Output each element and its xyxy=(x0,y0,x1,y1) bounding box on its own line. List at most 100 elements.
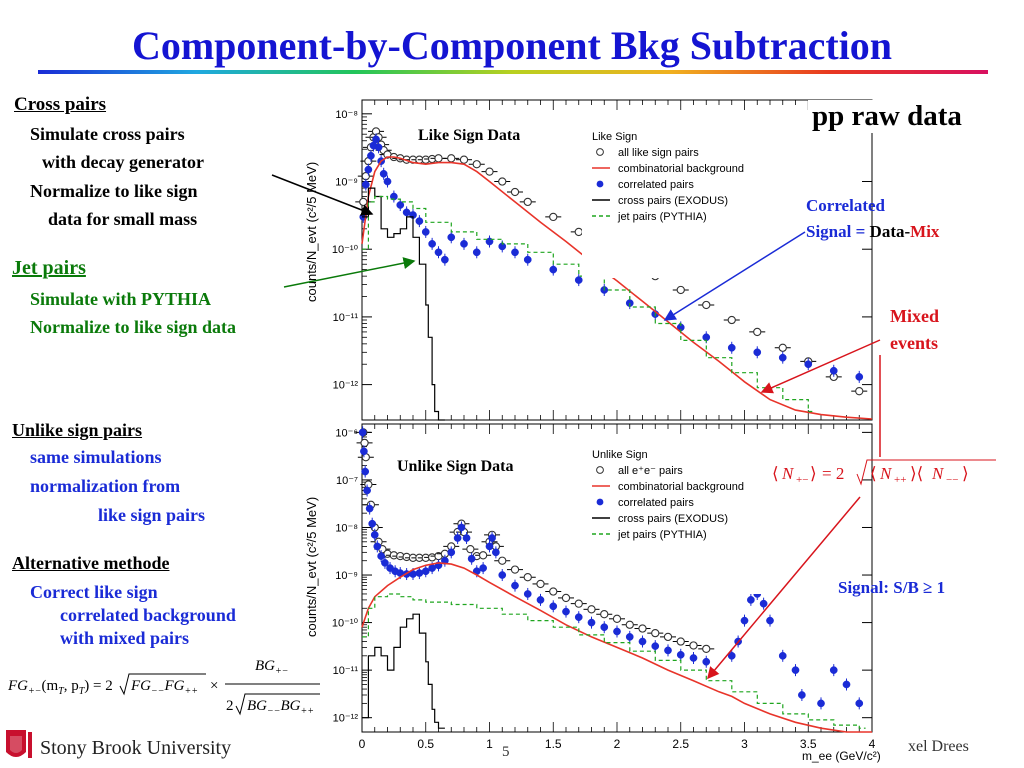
all-pairs-point xyxy=(536,579,545,589)
correlated-pairs-point xyxy=(798,691,806,699)
correlated-pairs-point xyxy=(804,360,813,369)
correlated-pairs-point xyxy=(523,255,532,264)
alternative-line-1: Correct like sign xyxy=(30,582,158,602)
svg-text:⟨: ⟨ xyxy=(870,464,877,483)
correlated-pairs-point xyxy=(361,180,370,189)
correlated-pairs-point xyxy=(364,165,373,174)
correlated-pairs-point xyxy=(574,276,583,284)
correlated-pairs-point xyxy=(390,192,398,201)
svg-text:BG+−: BG+− xyxy=(255,658,289,677)
bottom-y-tick-label: 10⁻⁸ xyxy=(335,522,358,534)
x-tick-label: 4 xyxy=(869,737,876,751)
x-tick-label: 0.5 xyxy=(417,737,434,751)
slide-title: Component-by-Component Bkg Subtraction xyxy=(131,23,893,68)
all-pairs-point xyxy=(498,177,507,186)
correlated-pairs-point xyxy=(368,519,377,528)
all-pairs-point xyxy=(638,624,647,633)
series-cross-pairs-histogram xyxy=(362,613,445,729)
legend-swatch-correlated xyxy=(596,498,604,506)
alternative-line-2: correlated background xyxy=(60,605,236,625)
correlated-pairs-point xyxy=(457,523,466,532)
unlike-line-2: normalization from xyxy=(30,476,181,496)
stony-brook-logo: Stony Brook University xyxy=(6,730,231,759)
correlated-pairs-point xyxy=(472,248,481,257)
correlated-pairs-point xyxy=(462,534,471,542)
correlated-pairs-point xyxy=(759,599,768,608)
correlated-pairs-point xyxy=(360,447,368,456)
svg-text:+−: +− xyxy=(796,474,808,486)
svg-text:BG−−BG++: BG−−BG++ xyxy=(247,698,314,717)
all-pairs-point xyxy=(523,197,532,207)
correlated-pairs-point xyxy=(651,642,660,650)
x-tick-label: 2.5 xyxy=(672,737,689,751)
correlated-pairs-point xyxy=(549,602,558,611)
mixed-events-label-2: events xyxy=(890,333,938,353)
legend-entry: cross pairs (EXODUS) xyxy=(618,195,728,207)
bottom-y-tick-label: 10⁻⁶ xyxy=(335,427,358,439)
all-pairs-point xyxy=(651,628,660,638)
x-tick-label: 1 xyxy=(486,737,493,751)
bottom-legend: Unlike Sign all e⁺e⁻ pairs combinatorial b… xyxy=(592,449,744,541)
top-legend-bg xyxy=(582,128,802,278)
like-unlike-plot: counts/N_evt (c²/5 MeV) 10⁻⁸10⁻⁹10⁻¹⁰10⁻… xyxy=(304,99,880,763)
all-pairs-point xyxy=(727,315,736,325)
unlike-line-1: same simulations xyxy=(30,447,162,467)
svg-text:⟩⟨: ⟩⟨ xyxy=(910,464,923,483)
correlated-arrow xyxy=(663,231,806,321)
correlated-pairs-point xyxy=(791,666,800,674)
correlated-pairs-point xyxy=(441,556,449,565)
legend-entry: jet pairs (PYTHIA) xyxy=(617,529,707,541)
legend-entry: all like sign pairs xyxy=(618,147,699,159)
correlated-pairs-point xyxy=(523,590,532,598)
correlated-pairs-point xyxy=(817,699,825,708)
correlated-pairs-point xyxy=(549,265,558,274)
correlated-pairs-point xyxy=(829,366,838,375)
svg-text:FG−−FG++: FG−−FG++ xyxy=(130,678,198,697)
legend-entry: correlated pairs xyxy=(618,179,694,191)
cross-pairs-arrow xyxy=(271,174,374,216)
all-pairs-point xyxy=(612,614,622,623)
correlated-pairs-point xyxy=(740,616,749,625)
correlated-pairs-point xyxy=(778,353,787,362)
correlated-pairs-point xyxy=(727,343,736,352)
correlated-pairs-point xyxy=(511,581,519,590)
correlated-pairs-point xyxy=(421,567,430,576)
all-pairs-point xyxy=(523,573,532,582)
correlated-pairs-point xyxy=(358,428,367,437)
unlike-line-3: like sign pairs xyxy=(98,505,206,525)
correlated-pairs-point xyxy=(373,542,382,551)
correlated-pairs-point xyxy=(625,633,634,641)
correlated-pairs-point xyxy=(374,143,383,152)
correlated-pairs-point xyxy=(664,646,672,655)
all-pairs-point xyxy=(663,632,673,642)
pair-count-equation: ⟨ N +− ⟩ = 2 ⟨ N ++ ⟩⟨ N −− ⟩ xyxy=(772,459,996,486)
correlated-pairs-point xyxy=(492,548,500,557)
correlated-pairs-point xyxy=(415,217,424,225)
signal-mix-text: Mix xyxy=(910,222,940,241)
correlated-pairs-point xyxy=(587,618,596,627)
x-tick-label: 3 xyxy=(741,737,748,751)
correlated-pairs-point xyxy=(377,552,385,560)
series-jet-pairs-histogram xyxy=(362,195,815,413)
correlated-pairs-point xyxy=(370,530,379,539)
series-combinatorial-background-curve xyxy=(361,156,873,420)
all-pairs-point xyxy=(676,637,685,646)
cross-pairs-line-2: with decay generator xyxy=(42,152,204,172)
correlated-pairs-point xyxy=(753,348,762,357)
cross-pairs-line-3: Normalize to like sign xyxy=(30,181,198,201)
svg-text:⟩: ⟩ xyxy=(962,464,969,483)
bottom-y-axis-label: counts/N_evt (c²/5 MeV) xyxy=(304,497,319,637)
correlated-pairs-point xyxy=(488,534,496,542)
all-pairs-point xyxy=(778,343,787,352)
mixed-events-arrow-top xyxy=(760,339,881,394)
correlated-pairs-point xyxy=(447,548,456,557)
top-y-tick-label: 10⁻⁹ xyxy=(335,177,358,189)
x-tick-label: 2 xyxy=(614,737,621,751)
correlated-pairs-point xyxy=(434,248,443,257)
correlated-pairs-point xyxy=(460,240,468,248)
all-pairs-point xyxy=(360,438,369,448)
svg-text:N: N xyxy=(879,464,893,483)
legend-entry: jet pairs (PYTHIA) xyxy=(617,211,707,223)
pp-raw-data-label: pp raw data xyxy=(808,100,966,133)
